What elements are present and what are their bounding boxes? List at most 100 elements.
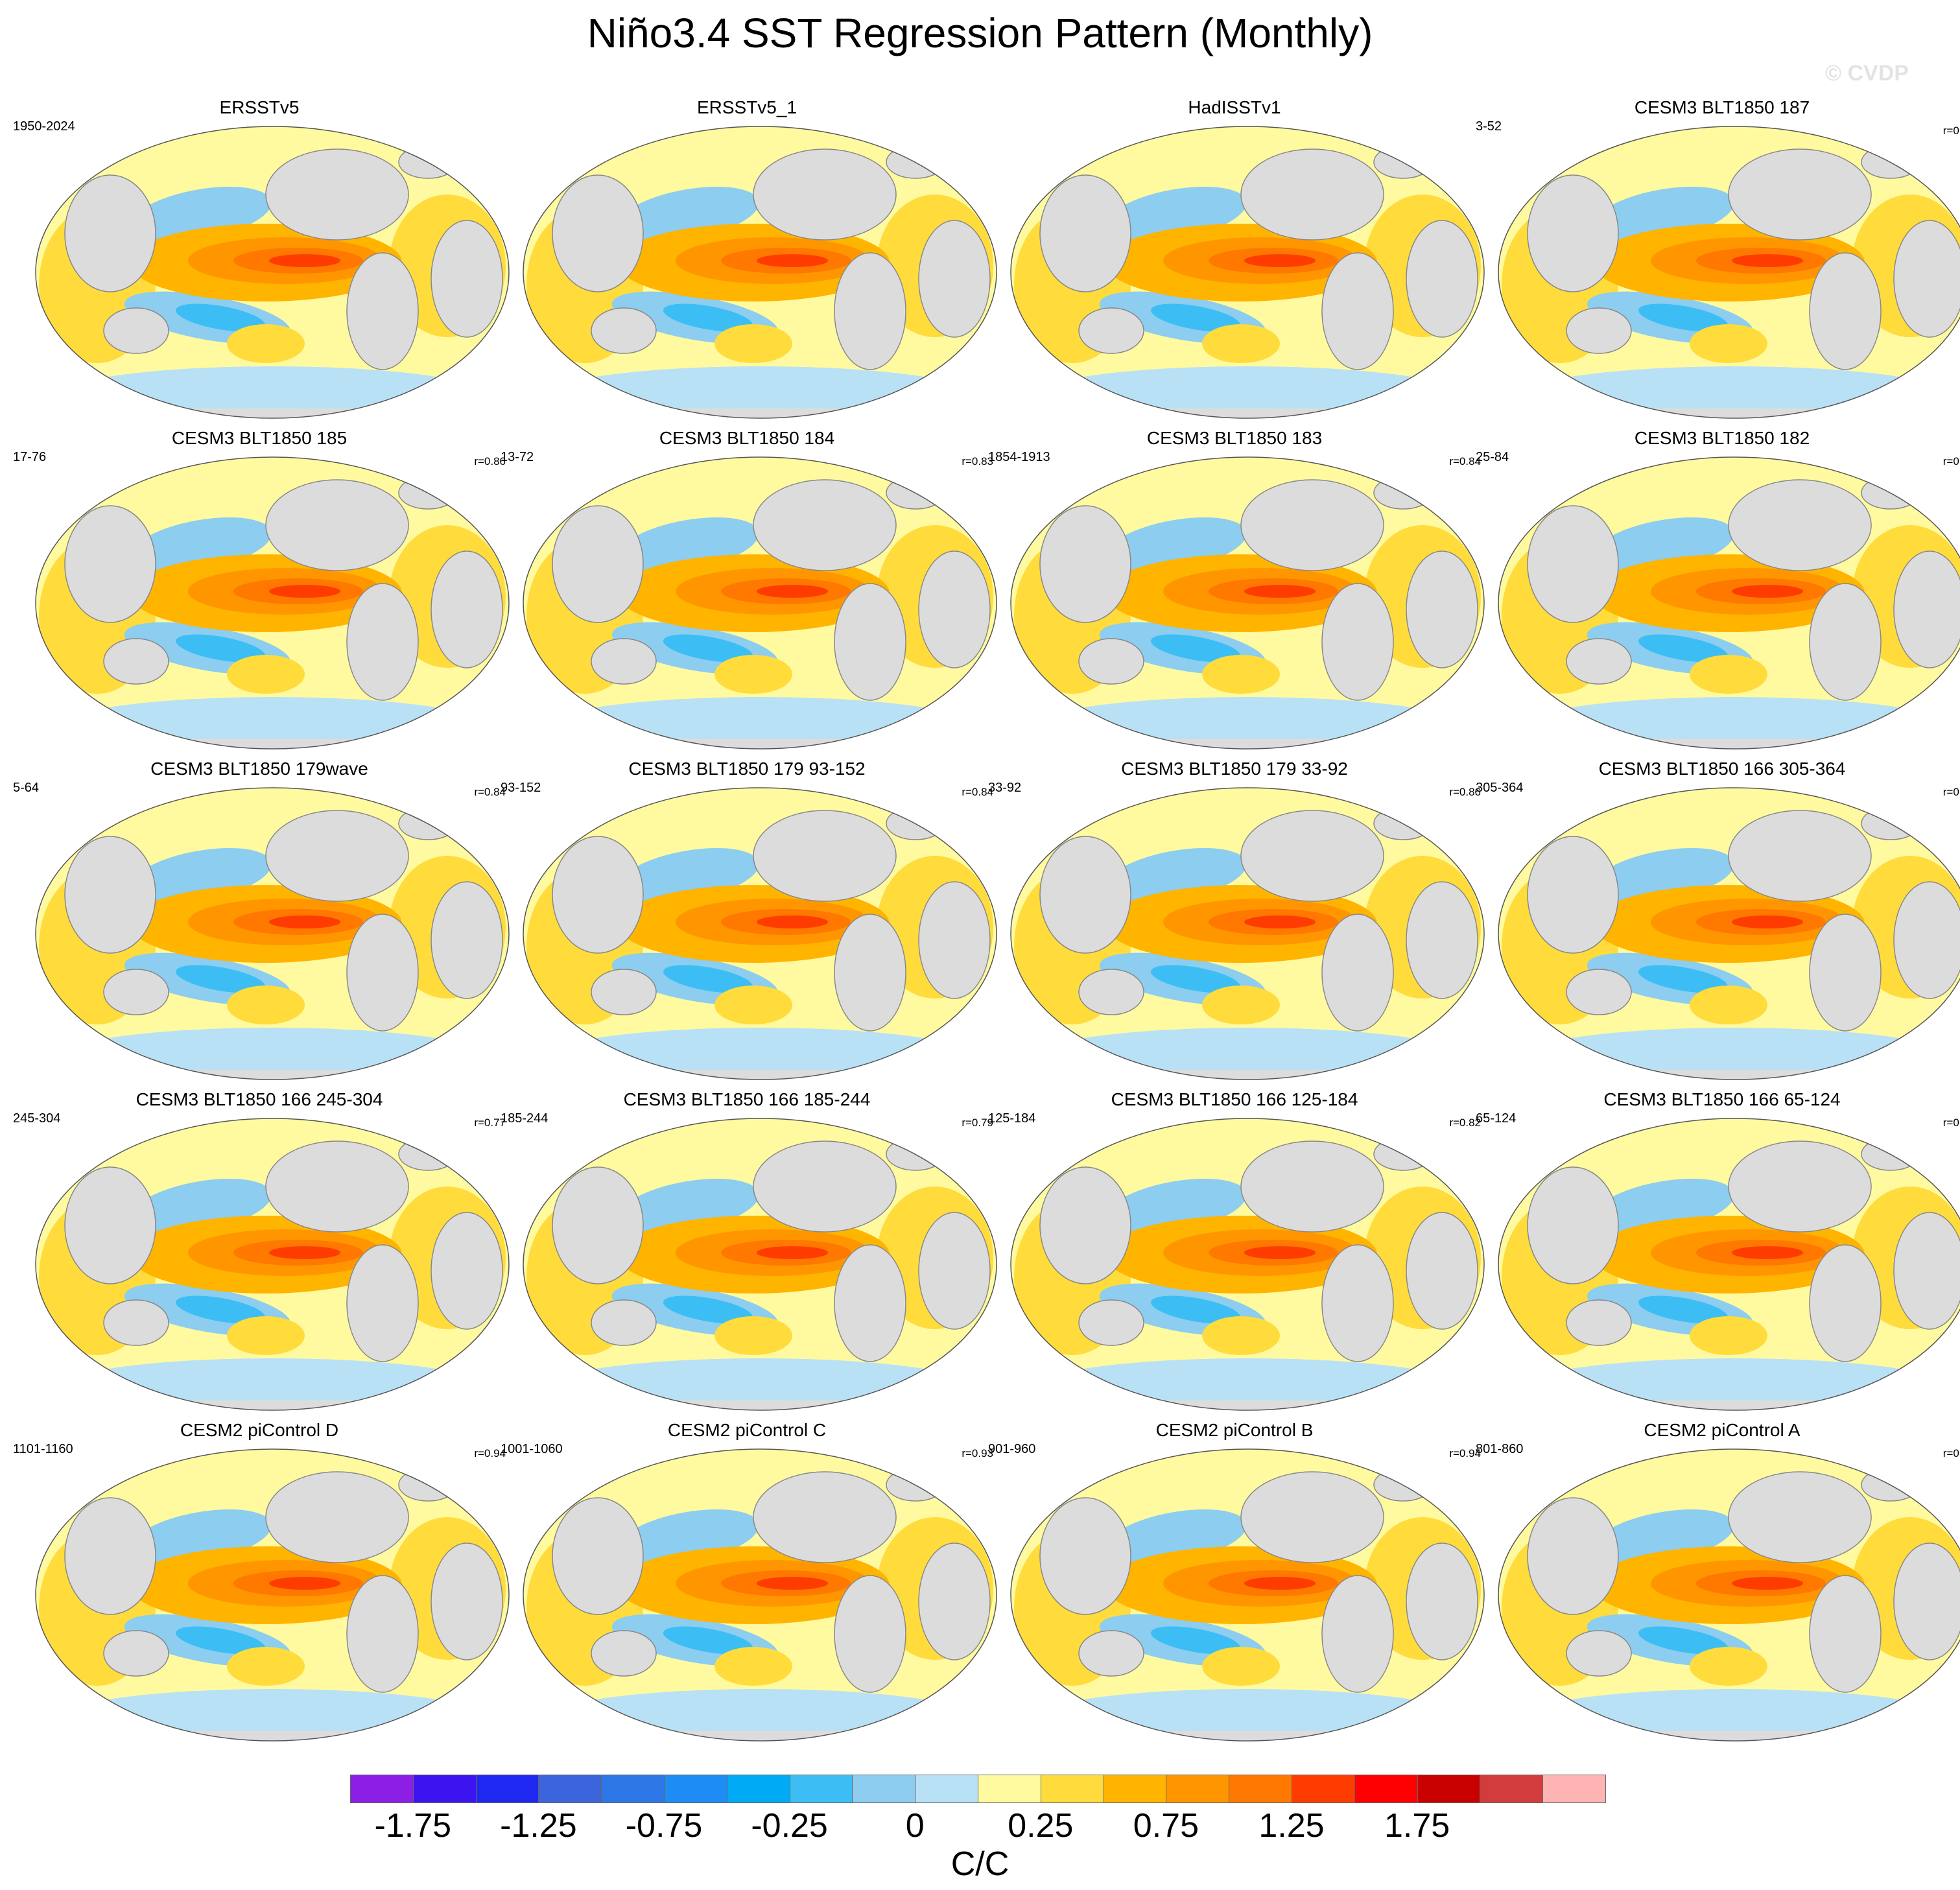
map-contour-region	[346, 252, 419, 370]
sst-map	[523, 1118, 997, 1411]
map-contour-region	[1039, 505, 1131, 623]
map-contour-region	[1240, 1471, 1384, 1563]
panel-title: CESM3 BLT1850 184	[659, 428, 835, 448]
sst-map	[35, 1448, 510, 1742]
map-contour-region	[1809, 914, 1882, 1032]
colorbar-swatch	[726, 1775, 790, 1803]
map-contour-region	[714, 1647, 792, 1686]
panel-title: CESM3 BLT1850 179wave	[150, 759, 368, 779]
map-contour-region	[1809, 1575, 1882, 1693]
colorbar-swatch	[538, 1775, 602, 1803]
map-contour-region	[36, 1731, 509, 1741]
map-contour-region	[523, 739, 997, 749]
map-contour-region	[269, 915, 340, 928]
panel-correlation: r=0.8	[1942, 124, 1960, 137]
panel-years: 13-72	[501, 450, 534, 464]
map-contour-region	[1150, 965, 1241, 993]
map-contour-region	[663, 965, 753, 993]
map-boundary	[1498, 456, 1960, 750]
map-contour-region	[1240, 810, 1384, 902]
colorbar-swatch	[664, 1775, 727, 1803]
map-contour-region	[1566, 307, 1632, 354]
colorbar-tick-label: 1.75	[1384, 1807, 1450, 1845]
map-contour-region	[714, 324, 792, 363]
map-contour-region	[753, 1471, 897, 1563]
map-contour-region	[1202, 986, 1280, 1024]
map-panel: CESM3 BLT1850 183 1854-1913 r=0.84	[988, 428, 1485, 752]
map-contour-region	[1150, 634, 1241, 663]
sst-map	[523, 787, 997, 1080]
panel-years: 3-52	[1476, 119, 1502, 134]
map-contour-region	[1202, 655, 1280, 694]
map-contour-region	[918, 881, 991, 999]
map-contour-region	[1638, 965, 1729, 993]
map-contour-region	[1039, 836, 1131, 954]
panel-years: 1001-1060	[501, 1442, 563, 1456]
map-contour-region	[1732, 254, 1803, 267]
colorbar-tick-label: 1.25	[1258, 1807, 1325, 1845]
map-contour-region	[1728, 1471, 1872, 1563]
map-contour-region	[1566, 969, 1632, 1015]
map-contour-region	[1498, 408, 1960, 418]
map-contour-region	[103, 969, 169, 1015]
map-contour-region	[64, 505, 156, 623]
sst-map	[1498, 456, 1960, 750]
sst-map	[523, 126, 997, 419]
panel-correlation: r=0.82	[1449, 1116, 1481, 1129]
panel-years: 245-304	[13, 1111, 61, 1126]
map-contour-region	[1527, 1497, 1619, 1615]
map-contour-region	[265, 148, 409, 241]
map-panel: CESM2 piControl B 901-960 r=0.94	[988, 1420, 1485, 1744]
map-boundary	[523, 787, 997, 1080]
map-contour-region	[663, 1626, 753, 1655]
map-contour-region	[1078, 638, 1144, 685]
map-contour-region	[1893, 881, 1960, 999]
sst-map	[35, 1118, 510, 1411]
panel-correlation: r=0.83	[962, 455, 993, 467]
colorbar-swatch	[1354, 1775, 1418, 1803]
map-contour-region	[1498, 1731, 1960, 1741]
map-panel: ERSSTv5_1	[501, 97, 997, 421]
map-boundary	[35, 1448, 510, 1742]
map-contour-region	[1527, 1166, 1619, 1284]
map-contour-region	[64, 1166, 156, 1284]
panel-title: CESM2 piControl C	[667, 1420, 827, 1440]
map-contour-region	[265, 479, 409, 571]
colorbar-swatch	[1480, 1775, 1544, 1803]
panel-correlation: r=0.77	[474, 1116, 506, 1129]
panel-title: ERSSTv5	[219, 97, 300, 117]
map-panel: CESM3 BLT1850 187 3-52 r=0.8	[1476, 97, 1960, 421]
map-panel: CESM3 BLT1850 166 305-364 305-364 r=0.7	[1476, 759, 1960, 1083]
map-panel: CESM3 BLT1850 184 13-72 r=0.83	[501, 428, 997, 752]
map-contour-region	[175, 634, 266, 663]
map-contour-region	[103, 307, 169, 354]
map-contour-region	[1406, 1542, 1478, 1660]
panel-correlation: r=0.94	[1449, 1447, 1481, 1459]
panel-title: CESM3 BLT1850 166 185-244	[623, 1089, 871, 1109]
map-contour-region	[265, 1140, 409, 1233]
map-contour-region	[1732, 585, 1803, 598]
panel-title: CESM3 BLT1850 179 93-152	[628, 759, 866, 779]
map-contour-region	[1240, 148, 1384, 241]
map-contour-region	[591, 1630, 657, 1677]
colorbar-swatch	[1542, 1775, 1606, 1803]
colorbar-swatch	[1229, 1775, 1292, 1803]
panel-title: CESM2 piControl B	[1155, 1420, 1314, 1440]
map-contour-region	[1728, 810, 1872, 902]
map-contour-region	[265, 1471, 409, 1563]
map-contour-region	[1150, 1295, 1241, 1324]
panel-years: 25-84	[1476, 450, 1509, 464]
colorbar-swatch	[1103, 1775, 1167, 1803]
colorbar-swatch	[1166, 1775, 1230, 1803]
panel-title: CESM2 piControl A	[1644, 1420, 1801, 1440]
map-contour-region	[834, 252, 906, 370]
map-contour-region	[663, 634, 753, 663]
cvdp-watermark: © CVDP	[1825, 61, 1909, 86]
map-contour-region	[552, 1166, 644, 1284]
map-contour-region	[1566, 638, 1632, 685]
map-contour-region	[1809, 252, 1882, 370]
panel-years: 801-860	[1476, 1442, 1524, 1456]
map-contour-region	[1893, 550, 1960, 668]
panel-correlation: r=0.84	[962, 786, 993, 798]
map-contour-region	[1638, 1626, 1729, 1655]
